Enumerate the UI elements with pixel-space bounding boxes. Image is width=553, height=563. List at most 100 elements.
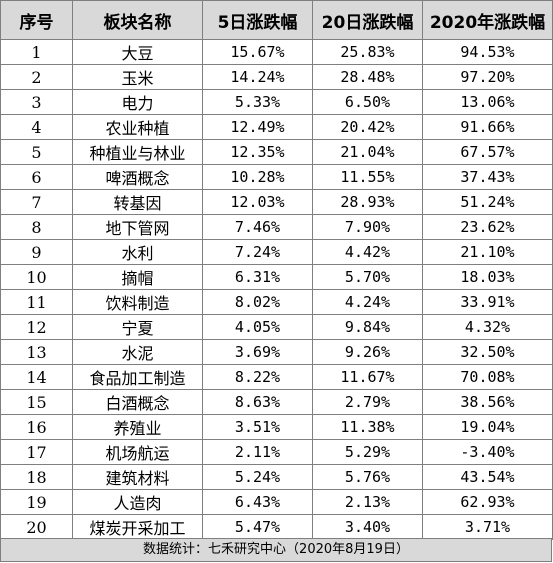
row-index: 19	[0, 489, 73, 515]
row-sector-name: 食品加工制造	[72, 364, 203, 390]
table-row: 6 啤酒概念 10.28% 11.55% 37.43%	[0, 164, 553, 190]
row-index: 8	[0, 214, 73, 240]
row-sector-name: 养殖业	[72, 414, 203, 440]
table-row: 2 玉米 14.24% 28.48% 97.20%	[0, 64, 553, 90]
row-2020-change: 94.53%	[422, 39, 553, 65]
row-5day-change: 8.22%	[202, 364, 313, 390]
table-row: 15 白酒概念 8.63% 2.79% 38.56%	[0, 389, 553, 415]
row-5day-change: 2.11%	[202, 439, 313, 465]
row-index: 1	[0, 39, 73, 65]
row-sector-name: 建筑材料	[72, 464, 203, 490]
row-index: 16	[0, 414, 73, 440]
row-20day-change: 6.50%	[312, 89, 423, 115]
row-sector-name: 水利	[72, 239, 203, 265]
header-row: 序号 板块名称 5日涨跌幅 20日涨跌幅 2020年涨跌幅	[0, 0, 553, 40]
table-row: 19 人造肉 6.43% 2.13% 62.93%	[0, 489, 553, 515]
table-row: 12 宁夏 4.05% 9.84% 4.32%	[0, 314, 553, 340]
table-row: 10 摘帽 6.31% 5.70% 18.03%	[0, 264, 553, 290]
table-row: 11 饮料制造 8.02% 4.24% 33.91%	[0, 289, 553, 315]
row-index: 10	[0, 264, 73, 290]
row-sector-name: 种植业与林业	[72, 139, 203, 165]
row-2020-change: 4.32%	[422, 314, 553, 340]
row-2020-change: 13.06%	[422, 89, 553, 115]
row-5day-change: 6.31%	[202, 264, 313, 290]
row-2020-change: 33.91%	[422, 289, 553, 315]
row-20day-change: 21.04%	[312, 139, 423, 165]
row-5day-change: 8.63%	[202, 389, 313, 415]
sector-performance-table: 序号 板块名称 5日涨跌幅 20日涨跌幅 2020年涨跌幅 1 大豆 15.67% 2…	[0, 0, 553, 540]
row-index: 18	[0, 464, 73, 490]
row-2020-change: -3.40%	[422, 439, 553, 465]
row-sector-name: 机场航运	[72, 439, 203, 465]
row-20day-change: 11.67%	[312, 364, 423, 390]
row-sector-name: 煤炭开采加工	[72, 514, 203, 540]
row-index: 14	[0, 364, 73, 390]
row-20day-change: 11.55%	[312, 164, 423, 190]
row-2020-change: 23.62%	[422, 214, 553, 240]
header-index: 序号	[0, 0, 73, 40]
row-index: 3	[0, 89, 73, 115]
row-2020-change: 43.54%	[422, 464, 553, 490]
table-row: 13 水泥 3.69% 9.26% 32.50%	[0, 339, 553, 365]
table-row: 5 种植业与林业 12.35% 21.04% 67.57%	[0, 139, 553, 165]
row-5day-change: 6.43%	[202, 489, 313, 515]
row-index: 15	[0, 389, 73, 415]
row-2020-change: 97.20%	[422, 64, 553, 90]
row-20day-change: 5.70%	[312, 264, 423, 290]
row-2020-change: 32.50%	[422, 339, 553, 365]
table-row: 18 建筑材料 5.24% 5.76% 43.54%	[0, 464, 553, 490]
table-row: 14 食品加工制造 8.22% 11.67% 70.08%	[0, 364, 553, 390]
row-2020-change: 38.56%	[422, 389, 553, 415]
table-row: 1 大豆 15.67% 25.83% 94.53%	[0, 39, 553, 65]
row-20day-change: 9.26%	[312, 339, 423, 365]
row-20day-change: 28.48%	[312, 64, 423, 90]
row-20day-change: 4.42%	[312, 239, 423, 265]
row-index: 17	[0, 439, 73, 465]
row-5day-change: 14.24%	[202, 64, 313, 90]
table-row: 9 水利 7.24% 4.42% 21.10%	[0, 239, 553, 265]
table-row: 17 机场航运 2.11% 5.29% -3.40%	[0, 439, 553, 465]
row-20day-change: 2.79%	[312, 389, 423, 415]
table-row: 16 养殖业 3.51% 11.38% 19.04%	[0, 414, 553, 440]
row-5day-change: 3.51%	[202, 414, 313, 440]
row-2020-change: 3.71%	[422, 514, 553, 540]
row-sector-name: 人造肉	[72, 489, 203, 515]
row-5day-change: 7.24%	[202, 239, 313, 265]
row-5day-change: 15.67%	[202, 39, 313, 65]
row-20day-change: 28.93%	[312, 189, 423, 215]
row-index: 13	[0, 339, 73, 365]
row-sector-name: 宁夏	[72, 314, 203, 340]
row-sector-name: 地下管网	[72, 214, 203, 240]
row-index: 9	[0, 239, 73, 265]
row-sector-name: 转基因	[72, 189, 203, 215]
row-20day-change: 2.13%	[312, 489, 423, 515]
row-sector-name: 玉米	[72, 64, 203, 90]
row-20day-change: 7.90%	[312, 214, 423, 240]
row-sector-name: 饮料制造	[72, 289, 203, 315]
row-5day-change: 8.02%	[202, 289, 313, 315]
row-sector-name: 摘帽	[72, 264, 203, 290]
table-body: 1 大豆 15.67% 25.83% 94.53% 2 玉米 14.24% 28.48% 97.2…	[0, 39, 553, 540]
row-2020-change: 62.93%	[422, 489, 553, 515]
table-header: 序号 板块名称 5日涨跌幅 20日涨跌幅 2020年涨跌幅	[0, 0, 553, 40]
row-5day-change: 3.69%	[202, 339, 313, 365]
row-sector-name: 农业种植	[72, 114, 203, 140]
table-row: 20 煤炭开采加工 5.47% 3.40% 3.71%	[0, 514, 553, 540]
row-20day-change: 5.76%	[312, 464, 423, 490]
row-20day-change: 5.29%	[312, 439, 423, 465]
header-5day-change: 5日涨跌幅	[202, 0, 313, 40]
row-5day-change: 12.49%	[202, 114, 313, 140]
row-2020-change: 21.10%	[422, 239, 553, 265]
data-source-footer: 数据统计：七禾研究中心（2020年8月19日）	[0, 538, 552, 562]
header-sector-name: 板块名称	[72, 0, 203, 40]
row-sector-name: 啤酒概念	[72, 164, 203, 190]
row-sector-name: 水泥	[72, 339, 203, 365]
row-5day-change: 5.24%	[202, 464, 313, 490]
row-20day-change: 3.40%	[312, 514, 423, 540]
row-index: 5	[0, 139, 73, 165]
row-2020-change: 18.03%	[422, 264, 553, 290]
header-20day-change: 20日涨跌幅	[312, 0, 423, 40]
row-5day-change: 12.03%	[202, 189, 313, 215]
row-20day-change: 25.83%	[312, 39, 423, 65]
